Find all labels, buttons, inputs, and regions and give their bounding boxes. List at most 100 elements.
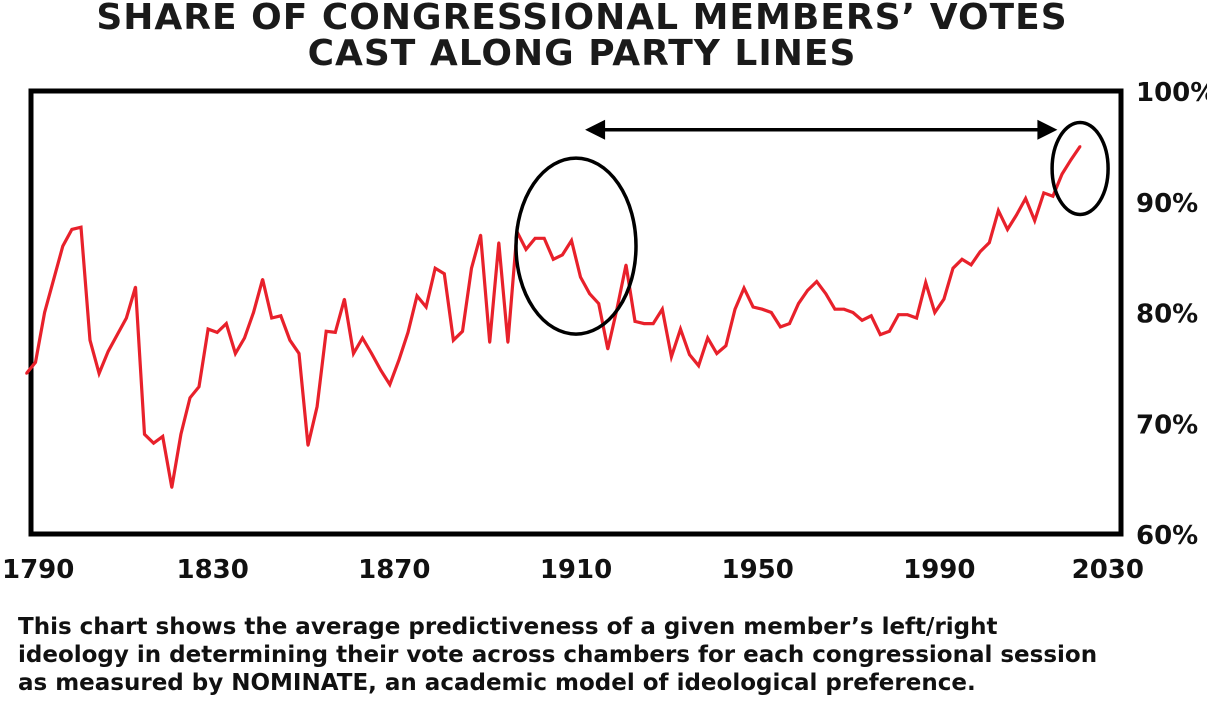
data-point [824,292,828,296]
data-point [997,209,1000,212]
data-point [706,336,709,340]
data-point [542,237,546,240]
data-point [197,385,201,389]
data-point [679,327,682,331]
data-point [533,237,537,240]
data-point [688,353,691,356]
y-tick-label: 60% [1136,521,1198,551]
data-point [751,305,755,309]
data-point [860,319,864,322]
data-point [61,244,65,248]
data-point [879,333,882,336]
data-point [1033,219,1036,222]
data-point [479,233,482,237]
data-point [188,396,192,400]
y-axis: 60% 70% 80% 90% 100% [1136,78,1207,551]
data-point [34,361,37,364]
x-tick-label: 1790 [2,555,74,585]
data-point [642,322,646,325]
data-point [288,338,292,342]
y-tick-label: 70% [1136,410,1198,440]
data-point [651,322,655,325]
data-point [833,307,837,311]
data-point [806,289,809,292]
data-point [361,336,364,340]
data-point [561,253,564,257]
chart-title: SHARE OF CONGRESSIONAL MEMBERS’ VOTES CA… [0,0,1164,72]
data-point [942,297,946,301]
data-point [388,383,392,386]
data-point [624,263,628,267]
y-tick-label: 100% [1136,78,1207,108]
chart-title-line-2: CAST ALONG PARTY LINES [307,33,857,74]
data-point [933,311,937,314]
data-point [960,258,964,261]
data-point [315,405,319,408]
data-point [506,341,510,344]
x-tick-label: 1830 [177,555,249,585]
data-point [851,311,855,314]
caption-line-1: This chart shows the average predictiven… [18,614,998,640]
data-point [770,311,773,314]
data-point [670,355,673,359]
data-point [161,435,164,438]
data-point [579,275,582,279]
data-point [606,347,610,351]
x-tick-label: 1950 [722,555,794,585]
data-point [297,352,301,355]
series-layer [25,145,1082,489]
data-point [261,278,264,281]
data-point [97,372,101,375]
data-point [888,330,891,333]
data-point [842,307,846,311]
data-point [1015,213,1018,217]
data-point [252,311,255,314]
span-arrow-head-right [1037,119,1058,140]
data-point [1078,145,1082,148]
x-tick-label: 1990 [903,555,975,585]
data-point [1024,197,1027,200]
data-point [1069,158,1073,161]
series-line [25,145,1082,488]
highlight-ellipse [1050,120,1110,217]
data-point [815,280,818,283]
data-point [179,433,183,436]
data-point [43,311,46,314]
data-point [225,322,228,325]
caption-line-2: ideology in determining their vote acros… [18,642,1098,668]
data-point [915,316,918,320]
data-point [343,297,346,301]
data-point [152,441,155,445]
data-point [715,352,719,355]
data-point [324,330,328,333]
data-point [724,344,728,348]
data-point [70,228,74,231]
caption-line-3: as measured by NOMINATE, an academic mod… [18,670,976,696]
data-point [397,358,401,362]
data-point [379,368,383,372]
highlight-ellipse [514,156,638,336]
annotation-layer [514,119,1110,336]
data-point [234,352,237,355]
data-point [424,305,428,309]
data-point [978,250,982,253]
data-point [443,272,446,276]
data-point [88,338,92,342]
data-point [79,225,83,229]
x-tick-label: 2030 [1072,555,1144,585]
data-point [243,336,246,340]
chart-title-line-1: SHARE OF CONGRESSIONAL MEMBERS’ VOTES [96,0,1068,38]
data-point [116,333,119,336]
data-point [969,263,973,267]
data-point [906,313,909,317]
data-point [470,266,473,270]
data-point [661,307,664,311]
x-tick-label: 1910 [540,555,612,585]
data-point [306,444,310,447]
data-point [633,320,637,323]
data-point [143,433,146,436]
data-point [697,364,700,368]
data-point [1060,172,1064,176]
data-point [488,341,492,344]
data-point [897,313,900,317]
